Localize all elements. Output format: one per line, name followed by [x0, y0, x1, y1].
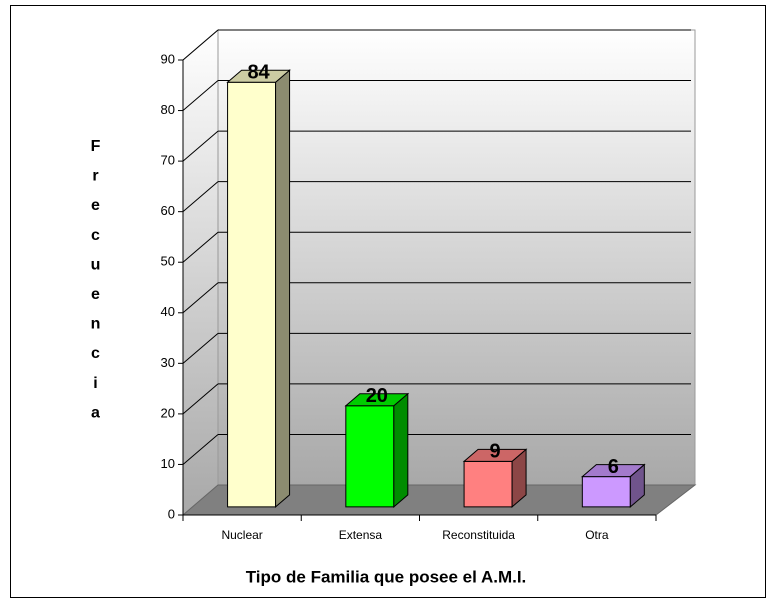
bar-top — [226, 69, 291, 83]
grid-line — [182, 130, 219, 162]
grid-line — [182, 80, 219, 111]
grid-line — [182, 231, 219, 263]
grid-line — [182, 383, 219, 415]
x-tick-label: Nuclear — [221, 528, 262, 542]
y-tick-label: 10 — [161, 456, 175, 471]
y-tick-label: 20 — [161, 405, 175, 420]
bar-top — [462, 448, 528, 462]
value-label: 9 — [490, 441, 501, 463]
y-tick-label: 50 — [161, 254, 175, 269]
bar-side — [275, 69, 291, 508]
grid-line — [182, 282, 219, 314]
y-tick-label: 30 — [161, 355, 175, 370]
y-tick-label: 80 — [161, 102, 175, 117]
bar-front — [345, 405, 395, 508]
value-label: 20 — [366, 385, 388, 407]
bar-front — [581, 476, 631, 508]
bar-front — [463, 460, 513, 508]
x-tick-label: Otra — [585, 528, 609, 542]
y-axis-title: Frecuencia — [87, 138, 104, 434]
y-tick-label: 90 — [161, 51, 175, 66]
y-tick-label: 60 — [161, 203, 175, 218]
bar-top — [344, 393, 410, 407]
value-label: 84 — [247, 62, 270, 84]
x-tick-label: Reconstituida — [442, 528, 515, 542]
bar-front — [227, 81, 277, 508]
y-tick-label: 40 — [161, 304, 175, 319]
y-tick-label: 70 — [161, 153, 175, 168]
y-tick-label: 0 — [168, 506, 175, 521]
x-axis-title: Tipo de Familia que posee el A.M.I. — [246, 567, 527, 586]
side-wall — [182, 28, 219, 517]
grid-line — [182, 29, 219, 61]
grid-line — [182, 332, 219, 364]
x-tick-label: Extensa — [339, 528, 383, 542]
bar-side — [393, 392, 409, 508]
grid-line — [182, 181, 219, 213]
bar-top — [580, 464, 646, 478]
grid-line — [182, 434, 219, 465]
value-label: 6 — [608, 456, 619, 478]
